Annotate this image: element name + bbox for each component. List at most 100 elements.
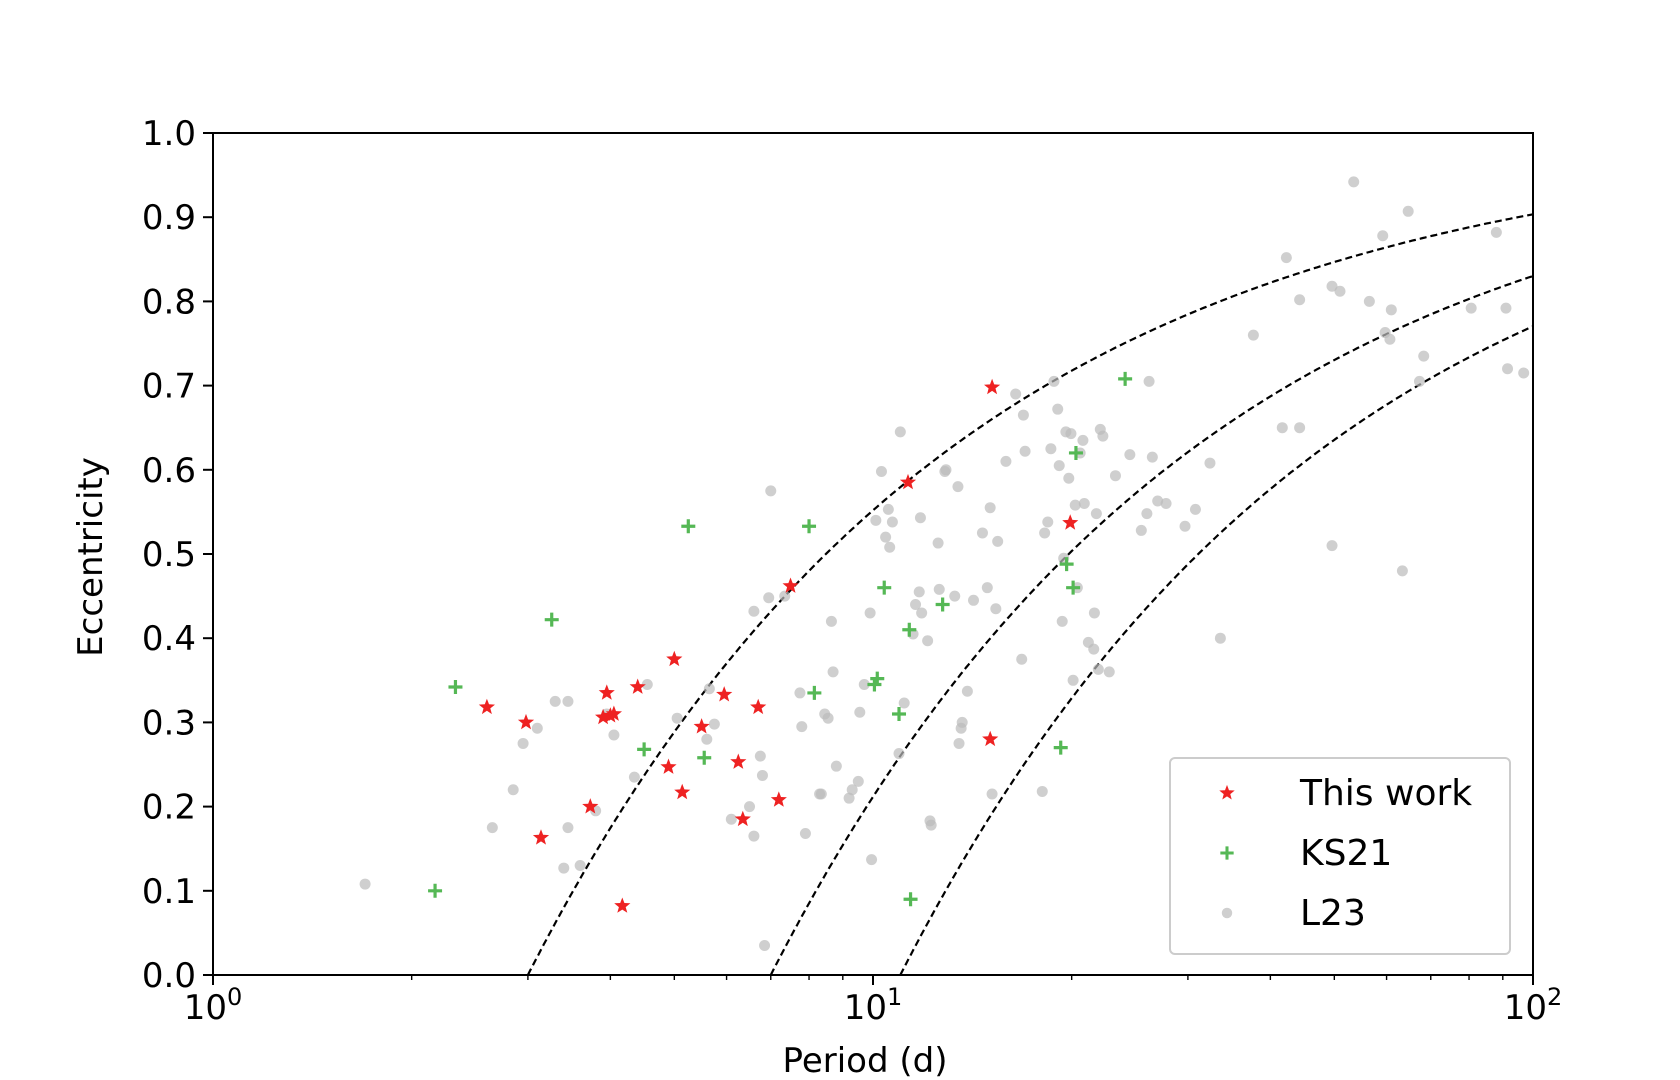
data-point-star xyxy=(660,758,677,774)
data-point-circle xyxy=(1247,329,1259,341)
data-point-circle xyxy=(754,750,766,762)
data-point-star xyxy=(629,678,646,694)
data-point-circle xyxy=(858,679,870,691)
data-point-circle xyxy=(864,607,876,619)
data-point-circle xyxy=(1053,460,1065,472)
data-point-circle xyxy=(1078,497,1090,509)
y-tick-label: 0.4 xyxy=(142,619,196,659)
data-point-circle xyxy=(1385,304,1397,316)
x-tick-label: 100 xyxy=(184,983,243,1028)
data-point-circle xyxy=(549,695,561,707)
y-tick-label: 1.0 xyxy=(142,114,196,154)
data-point-star xyxy=(734,810,751,827)
data-point-circle xyxy=(1103,666,1115,678)
data-point-circle xyxy=(916,607,928,619)
data-point-plus xyxy=(1068,445,1083,460)
data-point-plus xyxy=(697,750,712,765)
data-point-circle xyxy=(1056,615,1068,627)
data-point-circle xyxy=(1152,495,1164,507)
data-point-circle xyxy=(1092,663,1104,675)
data-point-circle xyxy=(486,822,498,834)
data-point-plus xyxy=(870,671,885,686)
data-point-star xyxy=(478,698,495,715)
data-point-circle xyxy=(1017,409,1029,421)
data-point-circle xyxy=(886,516,898,528)
data-point-circle xyxy=(1377,230,1389,242)
data-point-plus xyxy=(428,883,443,898)
data-point-circle xyxy=(986,788,998,800)
data-point-circle xyxy=(1088,643,1100,655)
data-point-circle xyxy=(725,813,737,825)
data-point-circle xyxy=(1518,367,1530,379)
data-point-star xyxy=(984,378,1001,395)
data-point-circle xyxy=(984,502,996,514)
data-point-star xyxy=(750,698,767,715)
data-point-circle xyxy=(1294,294,1306,306)
data-point-plus xyxy=(807,685,822,700)
data-point-star xyxy=(982,730,999,747)
data-point-circle xyxy=(893,748,905,760)
data-point-circle xyxy=(992,535,1004,547)
data-point-circle xyxy=(628,771,640,783)
data-point-circle xyxy=(1363,295,1375,307)
data-point-circle xyxy=(870,514,882,526)
data-point-circle xyxy=(1135,524,1147,536)
data-point-plus xyxy=(877,580,892,595)
data-point-circle xyxy=(843,792,855,804)
data-point-circle xyxy=(608,729,620,741)
data-point-circle xyxy=(1010,388,1022,400)
data-point-circle xyxy=(956,716,968,728)
data-point-circle xyxy=(1088,607,1100,619)
data-point-circle xyxy=(1189,503,1201,515)
data-point-plus xyxy=(1066,580,1081,595)
data-point-circle xyxy=(981,582,993,594)
legend-marker-star xyxy=(1219,784,1235,800)
data-point-plus xyxy=(637,742,652,757)
data-point-circle xyxy=(799,828,811,840)
data-point-circle xyxy=(1090,508,1102,520)
data-points xyxy=(359,176,1530,952)
data-point-star xyxy=(716,686,733,702)
data-point-circle xyxy=(913,586,925,598)
data-point-circle xyxy=(1016,653,1028,665)
legend-label: KS21 xyxy=(1300,833,1392,874)
data-point-circle xyxy=(671,712,683,724)
data-point-circle xyxy=(756,769,768,781)
data-point-plus xyxy=(802,519,817,534)
data-point-plus xyxy=(1053,740,1068,755)
series-ks21 xyxy=(428,371,1133,907)
data-point-star xyxy=(582,798,599,814)
data-point-circle xyxy=(910,599,922,611)
y-tick-label: 0.3 xyxy=(142,703,196,743)
data-point-circle xyxy=(827,666,839,678)
data-point-circle xyxy=(1500,302,1512,314)
data-point-circle xyxy=(1160,497,1172,509)
data-point-star xyxy=(605,705,622,721)
data-point-circle xyxy=(641,679,653,691)
y-tick-label: 0.6 xyxy=(142,451,196,491)
data-point-circle xyxy=(1413,375,1425,387)
data-point-circle xyxy=(1143,375,1155,387)
data-point-circle xyxy=(952,481,964,493)
data-point-circle xyxy=(822,712,834,724)
y-tick-label: 0.2 xyxy=(142,788,196,828)
data-point-circle xyxy=(1326,540,1338,552)
data-point-circle xyxy=(1294,422,1306,434)
data-point-plus xyxy=(681,519,696,534)
data-point-circle xyxy=(1042,516,1054,528)
data-point-circle xyxy=(574,860,586,872)
data-point-star xyxy=(770,791,787,807)
data-point-circle xyxy=(894,426,906,438)
y-tick-label: 0.0 xyxy=(142,956,196,996)
data-point-star xyxy=(899,473,917,490)
data-point-circle xyxy=(744,801,756,813)
data-point-plus xyxy=(448,680,463,695)
data-point-circle xyxy=(830,760,842,772)
data-point-circle xyxy=(703,683,715,695)
data-point-circle xyxy=(852,775,864,787)
data-point-circle xyxy=(1402,205,1414,217)
data-point-circle xyxy=(1052,403,1064,415)
data-point-circle xyxy=(1069,499,1081,511)
data-point-circle xyxy=(1067,674,1079,686)
